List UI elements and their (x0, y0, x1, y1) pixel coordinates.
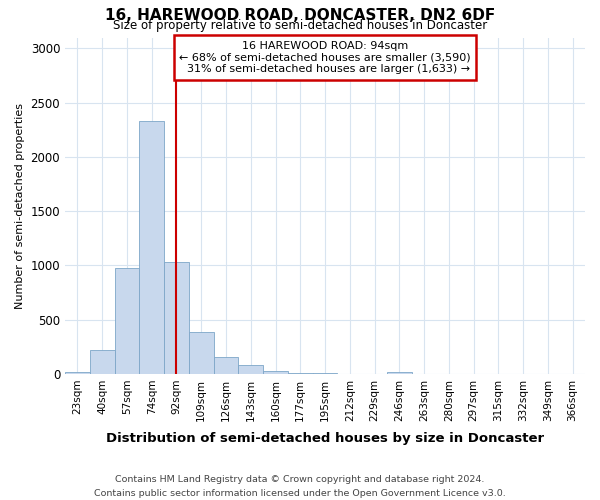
Bar (139, 121, 164, 374)
Bar (387, 372, 412, 374)
Text: 16 HAREWOOD ROAD: 94sqm  
← 68% of semi-detached houses are smaller (3,590)
  31: 16 HAREWOOD ROAD: 94sqm ← 68% of semi-de… (179, 41, 471, 74)
Y-axis label: Number of semi-detached properties: Number of semi-detached properties (15, 102, 25, 308)
X-axis label: Distribution of semi-detached houses by size in Doncaster: Distribution of semi-detached houses by … (106, 432, 544, 445)
Bar (65, 372, 90, 374)
Bar (263, 370, 288, 374)
Bar (90, 350, 115, 374)
Bar (238, 365, 263, 374)
Bar (288, 373, 313, 374)
Bar (189, 332, 214, 374)
Bar (164, 262, 189, 374)
Bar (115, 268, 139, 374)
Text: Size of property relative to semi-detached houses in Doncaster: Size of property relative to semi-detach… (113, 18, 487, 32)
Bar (214, 356, 238, 374)
Text: 16, HAREWOOD ROAD, DONCASTER, DN2 6DF: 16, HAREWOOD ROAD, DONCASTER, DN2 6DF (105, 8, 495, 22)
Text: Contains HM Land Registry data © Crown copyright and database right 2024.
Contai: Contains HM Land Registry data © Crown c… (94, 476, 506, 498)
